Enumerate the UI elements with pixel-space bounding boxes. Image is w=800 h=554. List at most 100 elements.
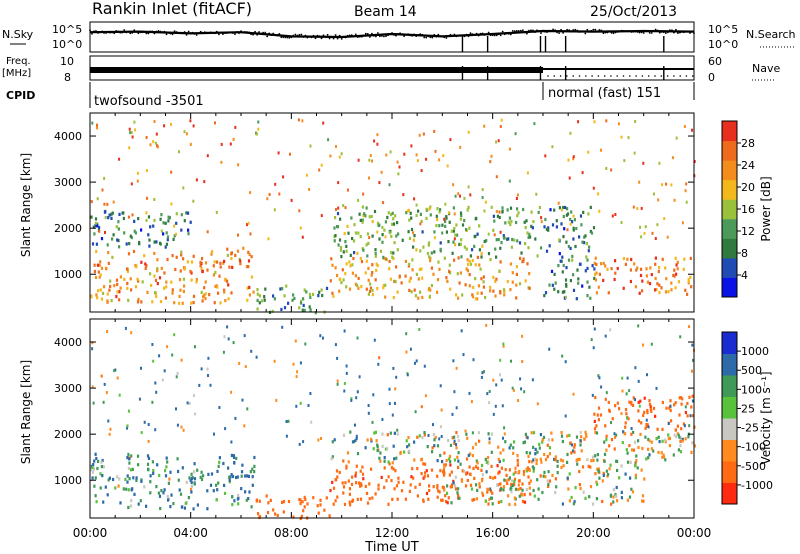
power-cell [155, 240, 158, 244]
power-cell [336, 212, 340, 216]
velocity-cell [330, 457, 333, 461]
power-cell [566, 212, 570, 216]
power-cell [584, 234, 587, 238]
power-cell [555, 219, 558, 223]
velocity-cell [675, 434, 678, 439]
velocity-cell [496, 464, 499, 468]
velocity-cell [366, 438, 369, 442]
power-cell [162, 232, 165, 236]
velocity-cell [605, 448, 608, 452]
power-cell [320, 288, 323, 292]
power-cell [384, 257, 387, 261]
power-cell [223, 288, 226, 292]
power-cell [583, 235, 586, 239]
power-colorbar-tick-label: 24 [741, 159, 755, 172]
nave-point [591, 75, 593, 77]
velocity-cell [535, 461, 538, 465]
nsky-point [558, 32, 560, 34]
velocity-cell [388, 387, 391, 391]
power-cell [611, 214, 614, 218]
freq-trace [90, 66, 694, 80]
power-cell [515, 265, 518, 269]
nsky-point [252, 33, 255, 36]
velocity-cell [627, 417, 630, 421]
power-cell [362, 192, 365, 196]
velocity-cell [569, 441, 572, 445]
velocity-cell [502, 458, 505, 462]
power-colorbar-cell [722, 218, 737, 239]
velocity-cell [578, 457, 581, 461]
power-cell [511, 237, 514, 242]
power-cell [448, 269, 451, 273]
velocity-cell [235, 475, 238, 480]
power-cell [365, 243, 368, 247]
velocity-cell [412, 476, 415, 480]
power-cell [153, 291, 157, 295]
nsky-point [552, 28, 554, 31]
power-cell [648, 282, 652, 286]
velocity-cell [610, 421, 612, 425]
nsky-point [185, 34, 188, 36]
velocity-cell [355, 396, 358, 400]
nsky-point [334, 34, 337, 36]
power-cell [463, 218, 466, 223]
nsky-point [433, 33, 436, 36]
nsky-point [161, 31, 164, 33]
velocity-cell [362, 477, 365, 481]
power-cell [636, 266, 639, 270]
nsky-point [278, 33, 281, 35]
velocity-cell [137, 502, 140, 506]
velocity-cell [614, 435, 617, 439]
power-cell [181, 301, 184, 305]
velocity-cell [199, 475, 202, 479]
power-cell [560, 208, 563, 212]
velocity-cell [608, 409, 611, 413]
velocity-cell [172, 502, 175, 506]
power-cell [428, 294, 431, 299]
power-cell [214, 121, 216, 125]
velocity-cell [151, 400, 154, 404]
power-cell [371, 159, 373, 163]
nsky-point [109, 31, 111, 34]
nsky-point [292, 34, 295, 37]
nsky-point [294, 33, 297, 36]
power-cell [368, 289, 372, 293]
power-cell [548, 244, 551, 248]
velocity-cell [508, 476, 511, 480]
nsky-point [681, 31, 683, 33]
power-cell [213, 301, 216, 305]
x-tick-label: 00:00 [677, 526, 712, 540]
power-colorbar-tick-label: 20 [741, 181, 755, 194]
power-cell [133, 120, 136, 124]
velocity-cell [408, 449, 411, 453]
velocity-cell [631, 448, 634, 452]
velocity-cell [661, 427, 664, 431]
power-cell [635, 268, 638, 272]
power-cell [478, 224, 481, 228]
power-cell [543, 225, 546, 229]
power-cell [643, 231, 646, 235]
velocity-cell [465, 432, 468, 436]
velocity-cell [461, 469, 464, 473]
velocity-cell [499, 487, 503, 491]
velocity-cell [94, 476, 97, 480]
velocity-cell [505, 479, 508, 483]
power-cell [467, 262, 470, 267]
velocity-cell [475, 459, 478, 463]
velocity-cell [247, 474, 250, 478]
power-cell [566, 207, 569, 211]
velocity-cell [348, 492, 351, 496]
velocity-cell [187, 496, 190, 500]
power-cell [96, 296, 99, 300]
velocity-cell [657, 450, 660, 454]
velocity-cell [578, 469, 581, 474]
velocity-cell [610, 438, 614, 442]
power-cell [452, 206, 455, 210]
velocity-cell [351, 475, 354, 479]
power-cell [672, 273, 675, 277]
power-cell [236, 249, 240, 253]
velocity-cell [625, 448, 628, 452]
velocity-cell [449, 443, 453, 447]
velocity-cell [544, 475, 547, 479]
power-cell [620, 221, 623, 224]
